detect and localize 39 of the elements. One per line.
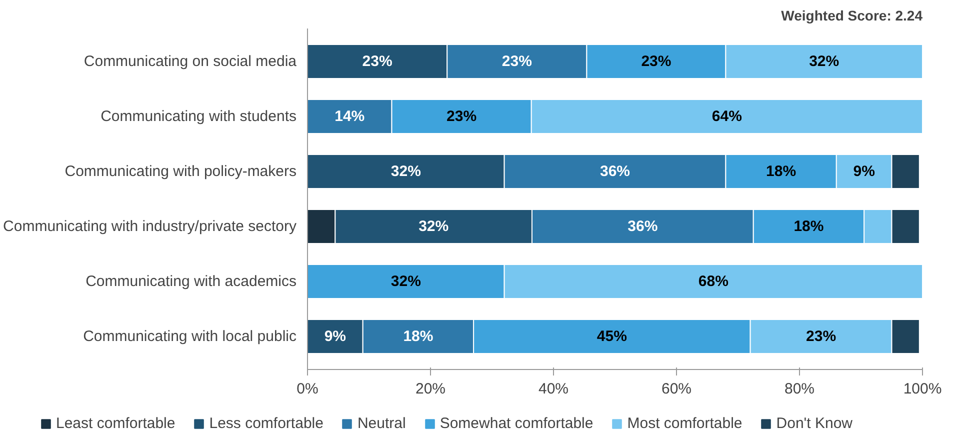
y-tick-label: Communicating with policy-makers bbox=[64, 163, 297, 180]
legend-label: Less comfortable bbox=[209, 415, 324, 432]
data-label: 36% bbox=[628, 218, 658, 235]
data-label: 23% bbox=[502, 53, 532, 70]
legend-label: Most comfortable bbox=[627, 415, 742, 432]
y-tick-label: Communicating with industry/private sectory bbox=[3, 218, 297, 235]
data-label: 9% bbox=[853, 163, 875, 180]
data-label: 64% bbox=[712, 108, 742, 125]
data-label: 23% bbox=[446, 108, 477, 125]
data-label: 18% bbox=[794, 218, 824, 235]
data-label: 18% bbox=[403, 328, 434, 345]
x-tick-label: 60% bbox=[661, 380, 692, 398]
data-label: 9% bbox=[324, 328, 346, 345]
data-label: 32% bbox=[418, 218, 449, 235]
x-tick-label: 20% bbox=[415, 380, 446, 398]
legend-label: Neutral bbox=[357, 415, 406, 432]
x-tick-label: 0% bbox=[296, 380, 318, 398]
y-tick-label: Communicating on social media bbox=[84, 53, 298, 70]
data-label: 14% bbox=[334, 108, 365, 125]
data-label: 23% bbox=[362, 53, 392, 70]
data-label: 23% bbox=[641, 53, 672, 70]
data-label: 18% bbox=[766, 163, 796, 180]
legend-label: Least comfortable bbox=[56, 415, 176, 432]
data-label: 45% bbox=[596, 328, 627, 345]
x-tick-label: 80% bbox=[784, 380, 815, 398]
data-label: 32% bbox=[390, 163, 421, 180]
x-tick-label: 100% bbox=[903, 380, 942, 398]
data-label: 68% bbox=[698, 273, 728, 290]
y-tick-label: Communicating with academics bbox=[86, 273, 297, 290]
y-tick-label: Communicating with local public bbox=[83, 328, 297, 345]
data-label: 36% bbox=[600, 163, 630, 180]
y-tick-label: Communicating with students bbox=[100, 108, 297, 125]
data-label: 23% bbox=[806, 328, 836, 345]
data-label: 32% bbox=[809, 53, 840, 70]
x-tick-label: 40% bbox=[538, 380, 569, 398]
legend-label: Don't Know bbox=[776, 415, 853, 432]
legend-label: Somewhat comfortable bbox=[440, 415, 594, 432]
text: Weighted Score: 2.24 bbox=[781, 8, 923, 24]
data-label: 32% bbox=[390, 273, 421, 290]
